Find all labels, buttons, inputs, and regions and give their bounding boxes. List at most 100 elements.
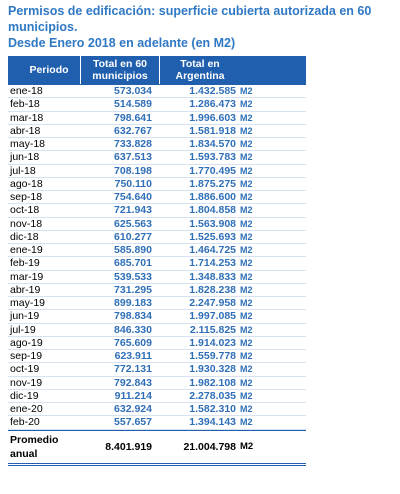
- table-row: nov-19 792.843 1.982.108 M2: [8, 377, 306, 390]
- cell-argentina: 1.464.725: [189, 244, 236, 256]
- cell-municipios: 765.609: [114, 336, 152, 349]
- cell-periodo: mar-19: [10, 270, 44, 283]
- cell-periodo: nov-19: [10, 376, 43, 389]
- cell-argentina: 1.525.693: [189, 230, 236, 243]
- cell-periodo: ene-20: [10, 403, 43, 415]
- cell-unit: M2: [240, 311, 253, 322]
- cell-periodo: dic-19: [10, 389, 39, 402]
- cell-argentina: 1.886.600: [189, 191, 236, 203]
- cell-argentina: 1.834.570: [189, 138, 236, 150]
- cell-municipios: 899.183: [114, 297, 152, 309]
- table-body: ene-18 573.034 1.432.585 M2 feb-18 514.589 1.2…: [8, 84, 306, 430]
- cell-periodo: feb-19: [10, 257, 40, 270]
- cell-argentina: 2.247.958: [189, 297, 236, 309]
- footer-unit: M2: [240, 441, 254, 452]
- cell-periodo: jul-18: [10, 164, 36, 177]
- cell-unit: M2: [240, 139, 253, 149]
- cell-periodo: jun-18: [10, 151, 40, 164]
- table-row: oct-19 772.131 1.930.328 M2: [8, 363, 306, 377]
- cell-periodo: abr-19: [10, 283, 41, 296]
- cell-unit: M2: [240, 417, 253, 428]
- cell-unit: M2: [240, 178, 253, 189]
- table-row: may-19 899.183 2.247.958 M2: [8, 297, 306, 311]
- title-line-1: Permisos de edificación: superficie cubi…: [8, 4, 372, 34]
- cell-argentina: 1.804.858: [189, 204, 236, 217]
- cell-periodo: dic-18: [10, 230, 39, 243]
- table-row: may-18 733.828 1.834.570 M2: [8, 138, 306, 152]
- cell-unit: M2: [240, 86, 253, 96]
- cell-periodo: nov-18: [10, 217, 43, 230]
- cell-argentina: 1.559.778: [189, 350, 236, 362]
- cell-periodo: ago-19: [10, 336, 43, 349]
- cell-argentina: 1.770.495: [189, 164, 236, 177]
- cell-argentina: 1.875.275: [189, 177, 236, 190]
- cell-unit: M2: [240, 218, 253, 229]
- cell-municipios: 721.943: [114, 204, 152, 217]
- data-table: Periodo Total en 60 municipios Total en …: [8, 56, 306, 466]
- cell-periodo: sep-19: [10, 350, 43, 362]
- table-row: abr-18 632.767 1.581.918 M2: [8, 125, 306, 138]
- cell-municipios: 798.834: [114, 310, 152, 323]
- cell-argentina: 2.115.825: [189, 323, 236, 336]
- cell-unit: M2: [240, 377, 253, 388]
- table-row: ago-19 765.609 1.914.023 M2: [8, 337, 306, 350]
- table-row: abr-19 731.295 1.828.238 M2: [8, 284, 306, 297]
- cell-periodo: feb-18: [10, 98, 40, 111]
- cell-argentina: 1.714.253: [189, 257, 236, 270]
- cell-unit: M2: [240, 205, 253, 216]
- cell-periodo: may-19: [10, 297, 46, 309]
- table-row: jun-19 798.834 1.997.085 M2: [8, 310, 306, 324]
- cell-unit: M2: [240, 351, 253, 361]
- cell-unit: M2: [240, 271, 253, 282]
- cell-municipios: 792.843: [114, 376, 152, 389]
- cell-argentina: 1.286.473: [189, 98, 236, 111]
- cell-periodo: abr-18: [10, 124, 41, 137]
- cell-municipios: 798.641: [114, 111, 152, 124]
- cell-periodo: oct-19: [10, 363, 40, 376]
- cell-municipios: 750.110: [114, 177, 152, 190]
- cell-unit: M2: [240, 364, 253, 375]
- cell-unit: M2: [240, 258, 253, 269]
- cell-argentina: 1.348.833: [189, 270, 236, 283]
- cell-municipios: 557.657: [114, 416, 152, 429]
- document-title: Permisos de edificación: superficie cubi…: [8, 3, 398, 51]
- cell-argentina: 2.278.035: [189, 389, 236, 402]
- cell-municipios: 632.767: [114, 124, 152, 137]
- cell-periodo: feb-20: [10, 416, 40, 429]
- table-row: sep-18 754.640 1.886.600 M2: [8, 191, 306, 205]
- cell-unit: M2: [240, 390, 253, 401]
- cell-argentina: 1.982.108: [189, 376, 236, 389]
- cell-municipios: 754.640: [114, 191, 152, 203]
- cell-periodo: ene-19: [10, 244, 43, 256]
- cell-periodo: ene-18: [10, 85, 43, 97]
- cell-unit: M2: [240, 404, 253, 414]
- cell-periodo: jul-19: [10, 323, 36, 336]
- table-row: ene-18 573.034 1.432.585 M2: [8, 85, 306, 99]
- table-footer: Promedio anual 8.401.919 21.004.798 M2: [8, 429, 306, 466]
- table-row: ago-18 750.110 1.875.275 M2: [8, 178, 306, 191]
- table-row: ene-19 585.890 1.464.725 M2: [8, 244, 306, 258]
- cell-periodo: ago-18: [10, 177, 43, 190]
- cell-unit: M2: [240, 245, 253, 255]
- cell-municipios: 846.330: [114, 323, 152, 336]
- table-row: oct-18 721.943 1.804.858 M2: [8, 204, 306, 218]
- cell-municipios: 539.533: [114, 270, 152, 283]
- cell-periodo: sep-18: [10, 191, 43, 203]
- cell-argentina: 1.593.783: [189, 151, 236, 164]
- table-header: Periodo Total en 60 municipios Total en …: [8, 56, 306, 84]
- cell-argentina: 1.828.238: [189, 283, 236, 296]
- cell-municipios: 911.214: [114, 389, 152, 402]
- table-row: dic-18 610.277 1.525.693 M2: [8, 231, 306, 244]
- cell-unit: M2: [240, 324, 253, 335]
- cell-unit: M2: [240, 231, 253, 242]
- cell-municipios: 585.890: [114, 244, 152, 256]
- table-row: feb-20 557.657 1.394.143 M2: [8, 416, 306, 430]
- cell-municipios: 610.277: [114, 230, 152, 243]
- cell-argentina: 1.563.908: [189, 217, 236, 230]
- cell-unit: M2: [240, 337, 253, 348]
- cell-periodo: jun-19: [10, 310, 40, 323]
- cell-unit: M2: [240, 152, 253, 163]
- cell-periodo: may-18: [10, 138, 46, 150]
- table-row: feb-18 514.589 1.286.473 M2: [8, 98, 306, 112]
- footer-label: Promedio anual: [10, 433, 59, 460]
